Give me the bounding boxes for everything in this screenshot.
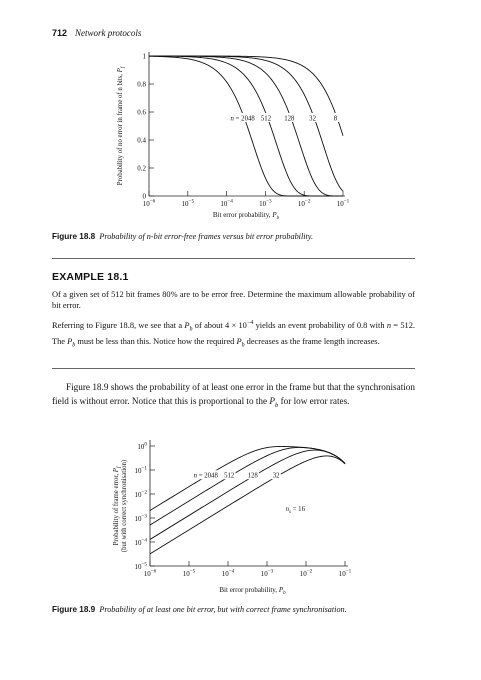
y-tick-label: 0.8	[137, 81, 146, 89]
y-tick-label: 0.2	[137, 165, 146, 173]
x-tick-label: 10−6	[143, 199, 156, 209]
curve-label: 512	[224, 473, 235, 480]
y-tick-label: 0.6	[137, 109, 146, 117]
curve-label: n = 2048	[194, 473, 219, 480]
example-title: EXAMPLE 18.1	[52, 271, 129, 283]
y-axis-label-line1: Probability of frame error, Pf	[113, 466, 122, 545]
y-tick-label: 0	[143, 193, 147, 201]
curve-label-bg	[281, 113, 297, 122]
y-tick-label: 1	[143, 53, 147, 61]
curve-label: 8	[334, 116, 338, 123]
page-number: 712	[52, 28, 68, 38]
x-tick-label: 10−2	[298, 199, 311, 209]
x-tick-label: 10−3	[259, 199, 272, 209]
x-tick-label: 10−5	[183, 569, 196, 579]
curve-n-8	[149, 55, 344, 136]
curve-label: n = 2048	[231, 116, 256, 123]
y-axis-label-line2: (but with correct synchronisation)	[121, 460, 128, 552]
curve-label-bg	[188, 470, 222, 480]
body-paragraph: Figure 18.9 shows the probability of at …	[52, 382, 415, 409]
curve-label: 128	[284, 116, 295, 123]
y-tick-label: 10−1	[134, 466, 147, 476]
y-tick-label: 100	[137, 442, 147, 452]
x-tick-label: 10−4	[222, 569, 235, 579]
curve-n-128	[149, 449, 346, 540]
curve-label-bg	[226, 113, 260, 122]
example-problem: Of a given set of 512 bit frames 80% are…	[52, 290, 415, 311]
curve-label-bg	[331, 113, 340, 122]
y-tick-label: 10−2	[134, 490, 147, 500]
x-axis-label: Bit error probability, Pb	[219, 586, 286, 596]
example-bottom-rule	[52, 368, 415, 369]
figure-18-8-chart: 0 0.2 0.4 0.6 0.8 1 10−6 10−5 10−4 10−3 10−2 10−1 Bi…	[117, 52, 350, 221]
curve-n-512	[149, 447, 346, 526]
x-tick-label: 10−3	[261, 569, 274, 579]
curve-n-512	[148, 55, 343, 197]
curve-label-bg	[258, 113, 274, 122]
x-tick-label: 10−4	[220, 199, 233, 209]
example-solution: Referring to Figure 18.8, we see that a …	[52, 320, 415, 349]
x-axis-label: Bit error probability, Pb	[213, 211, 280, 221]
y-axis-label: Probability of no error in frame of n bi…	[117, 66, 126, 185]
running-title: Network protocols	[75, 28, 142, 38]
x-tick-label: 10−1	[337, 199, 350, 209]
y-tick-label: 0.4	[137, 137, 146, 145]
figure-18-9-caption: Figure 18.9 Probability of at least one …	[52, 605, 347, 614]
curve-n-32	[149, 455, 346, 555]
y-tick-label: 10−5	[134, 562, 147, 572]
x-tick-label: 10−6	[144, 569, 157, 579]
x-tick-label: 10−5	[182, 199, 195, 209]
figure-18-8-caption: Figure 18.8 Probability of n-bit error-f…	[52, 232, 314, 241]
curve-label: 32	[309, 116, 316, 123]
x-tick-label: 10−1	[339, 569, 352, 579]
curve-label: 512	[261, 116, 272, 123]
curve-label-bg	[306, 113, 319, 122]
x-tick-label: 10−2	[300, 569, 313, 579]
sync-bits-label: ns = 16	[286, 506, 306, 515]
y-tick-label: 10−3	[134, 514, 147, 524]
curve-label: 128	[248, 473, 259, 480]
curve-label: 32	[273, 473, 280, 480]
example-top-rule	[52, 258, 415, 259]
curve-label-bg	[269, 470, 281, 480]
curve-label-bg	[244, 470, 260, 480]
curve-label-bg	[220, 470, 236, 480]
y-tick-label: 10−4	[134, 538, 147, 548]
